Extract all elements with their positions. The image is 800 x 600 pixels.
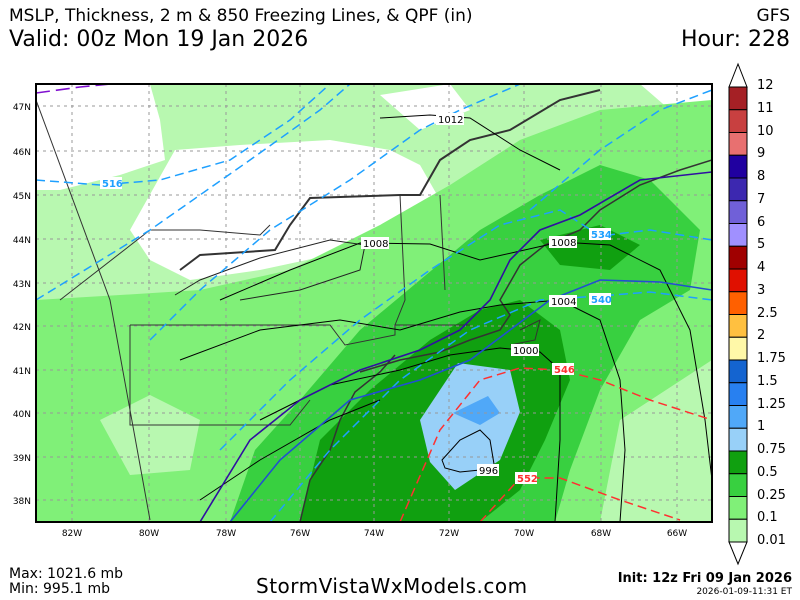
map-frame — [35, 83, 713, 523]
lat-label: 41N — [13, 367, 31, 377]
colorbar-swatch — [728, 86, 748, 111]
min-pressure: Min: 995.1 mb — [9, 581, 111, 597]
colorbar-label: 12 — [757, 78, 774, 93]
qpf-none-area — [36, 84, 165, 190]
lon-label: 78W — [216, 529, 236, 539]
thickness-label: 546 — [554, 365, 575, 376]
thickness-label: 552 — [517, 474, 538, 485]
lat-labels: 47N 46N 45N 44N 43N 42N 41N 40N 39N 38N — [13, 103, 31, 507]
colorbar-swatch — [728, 245, 748, 270]
colorbar-swatch — [728, 223, 748, 247]
lat-label: 46N — [13, 148, 31, 158]
colorbar-label: 1.25 — [757, 396, 786, 412]
qpf-none-area — [130, 140, 440, 280]
colorbar-label: 6 — [757, 214, 766, 230]
thickness-label: 516 — [102, 179, 123, 190]
lat-label: 40N — [13, 410, 31, 420]
colorbar-swatch — [728, 518, 748, 543]
colorbar-label: 0.5 — [757, 464, 778, 480]
colorbar-label: 2 — [757, 328, 766, 344]
colorbar-label: 3 — [757, 282, 766, 298]
model-name: GFS — [756, 6, 790, 26]
colorbar-swatch — [728, 336, 748, 361]
colorbar-label: 1 — [757, 419, 766, 435]
qpf-0.01-patch — [600, 360, 712, 522]
forecast-hour: Hour: 228 — [680, 27, 790, 52]
isobar-label: 1008 — [551, 238, 576, 249]
lon-label: 70W — [514, 529, 534, 539]
colorbar-label: 4 — [757, 260, 766, 275]
isobar-label: 1000 — [513, 346, 538, 357]
lon-label: 74W — [364, 529, 384, 539]
valid-time: Valid: 00z Mon 19 Jan 2026 — [9, 27, 309, 52]
colorbar-swatch — [728, 132, 748, 156]
colorbar-swatch — [728, 450, 748, 475]
lon-label: 76W — [290, 529, 310, 539]
colorbar-swatch — [728, 268, 748, 293]
colorbar-label: 2.5 — [757, 305, 778, 321]
colorbar-swatch — [728, 177, 748, 202]
lat-label: 39N — [13, 454, 31, 464]
isobar-label: 1008 — [363, 239, 388, 250]
lat-label: 42N — [13, 323, 31, 333]
colorbar-label: 8 — [757, 169, 766, 184]
colorbar-swatch — [728, 109, 748, 133]
colorbar-label: 1.75 — [757, 351, 786, 366]
colorbar-label: 10 — [757, 123, 774, 139]
colorbar-top-arrow — [728, 62, 748, 88]
isobar-label: 1012 — [438, 115, 463, 126]
colorbar-swatch — [728, 154, 748, 179]
lat-label: 44N — [13, 236, 31, 246]
isobar-label: 1004 — [551, 297, 576, 308]
colorbar-swatch — [728, 382, 748, 406]
colorbar-label: 0.75 — [757, 442, 786, 457]
lon-label: 72W — [439, 529, 459, 539]
lon-labels: 82W 80W 78W 76W 74W 72W 70W 68W 66W — [62, 529, 687, 539]
colorbar-label: 0.1 — [757, 510, 778, 526]
lon-label: 66W — [667, 529, 687, 539]
contour-labels: 1012 1008 1008 1004 1000 996 516 534 540… — [100, 113, 612, 485]
qpf-colorbar — [728, 62, 748, 566]
isobar-label: 996 — [479, 466, 498, 477]
colorbar-swatch — [728, 496, 748, 520]
colorbar-label: 0.25 — [757, 487, 786, 503]
colorbar-bottom-arrow — [728, 541, 748, 566]
generated-timestamp: 2026-01-09-11:31 ET — [696, 587, 792, 597]
lon-label: 80W — [139, 529, 159, 539]
colorbar-label: 11 — [757, 100, 774, 116]
colorbar-swatch — [728, 473, 748, 497]
init-time: Init: 12z Fri 09 Jan 2026 — [617, 571, 792, 586]
isobars — [179, 114, 712, 522]
lat-label: 47N — [13, 103, 31, 113]
site-watermark: StormVistaWxModels.com — [256, 574, 528, 598]
lat-label: 38N — [13, 497, 31, 507]
chart-title: MSLP, Thickness, 2 m & 850 Freezing Line… — [9, 6, 473, 26]
colorbar-label: 5 — [757, 237, 766, 253]
lat-label: 45N — [13, 192, 31, 202]
lat-label: 43N — [13, 280, 31, 290]
colorbar-swatch — [728, 291, 748, 315]
thickness-label: 540 — [591, 295, 612, 306]
colorbar-swatch — [728, 314, 748, 338]
colorbar-swatch — [728, 405, 748, 429]
qpf-0.01-patch — [100, 395, 200, 475]
lon-label: 68W — [591, 529, 611, 539]
lon-label: 82W — [62, 529, 82, 539]
colorbar-swatch — [728, 200, 748, 224]
colorbar-swatch — [728, 359, 748, 384]
thickness-lines — [36, 84, 712, 522]
thickness-label: 534 — [591, 230, 612, 241]
colorbar-label: 9 — [757, 146, 766, 162]
colorbar-label: 7 — [757, 191, 766, 207]
max-pressure: Max: 1021.6 mb — [9, 566, 124, 582]
qpf-1-area — [453, 396, 500, 425]
colorbar-swatch — [728, 427, 748, 452]
colorbar-label: 1.5 — [757, 373, 778, 389]
qpf-0.75-area — [420, 363, 520, 490]
colorbar-label: 0.01 — [757, 533, 786, 548]
